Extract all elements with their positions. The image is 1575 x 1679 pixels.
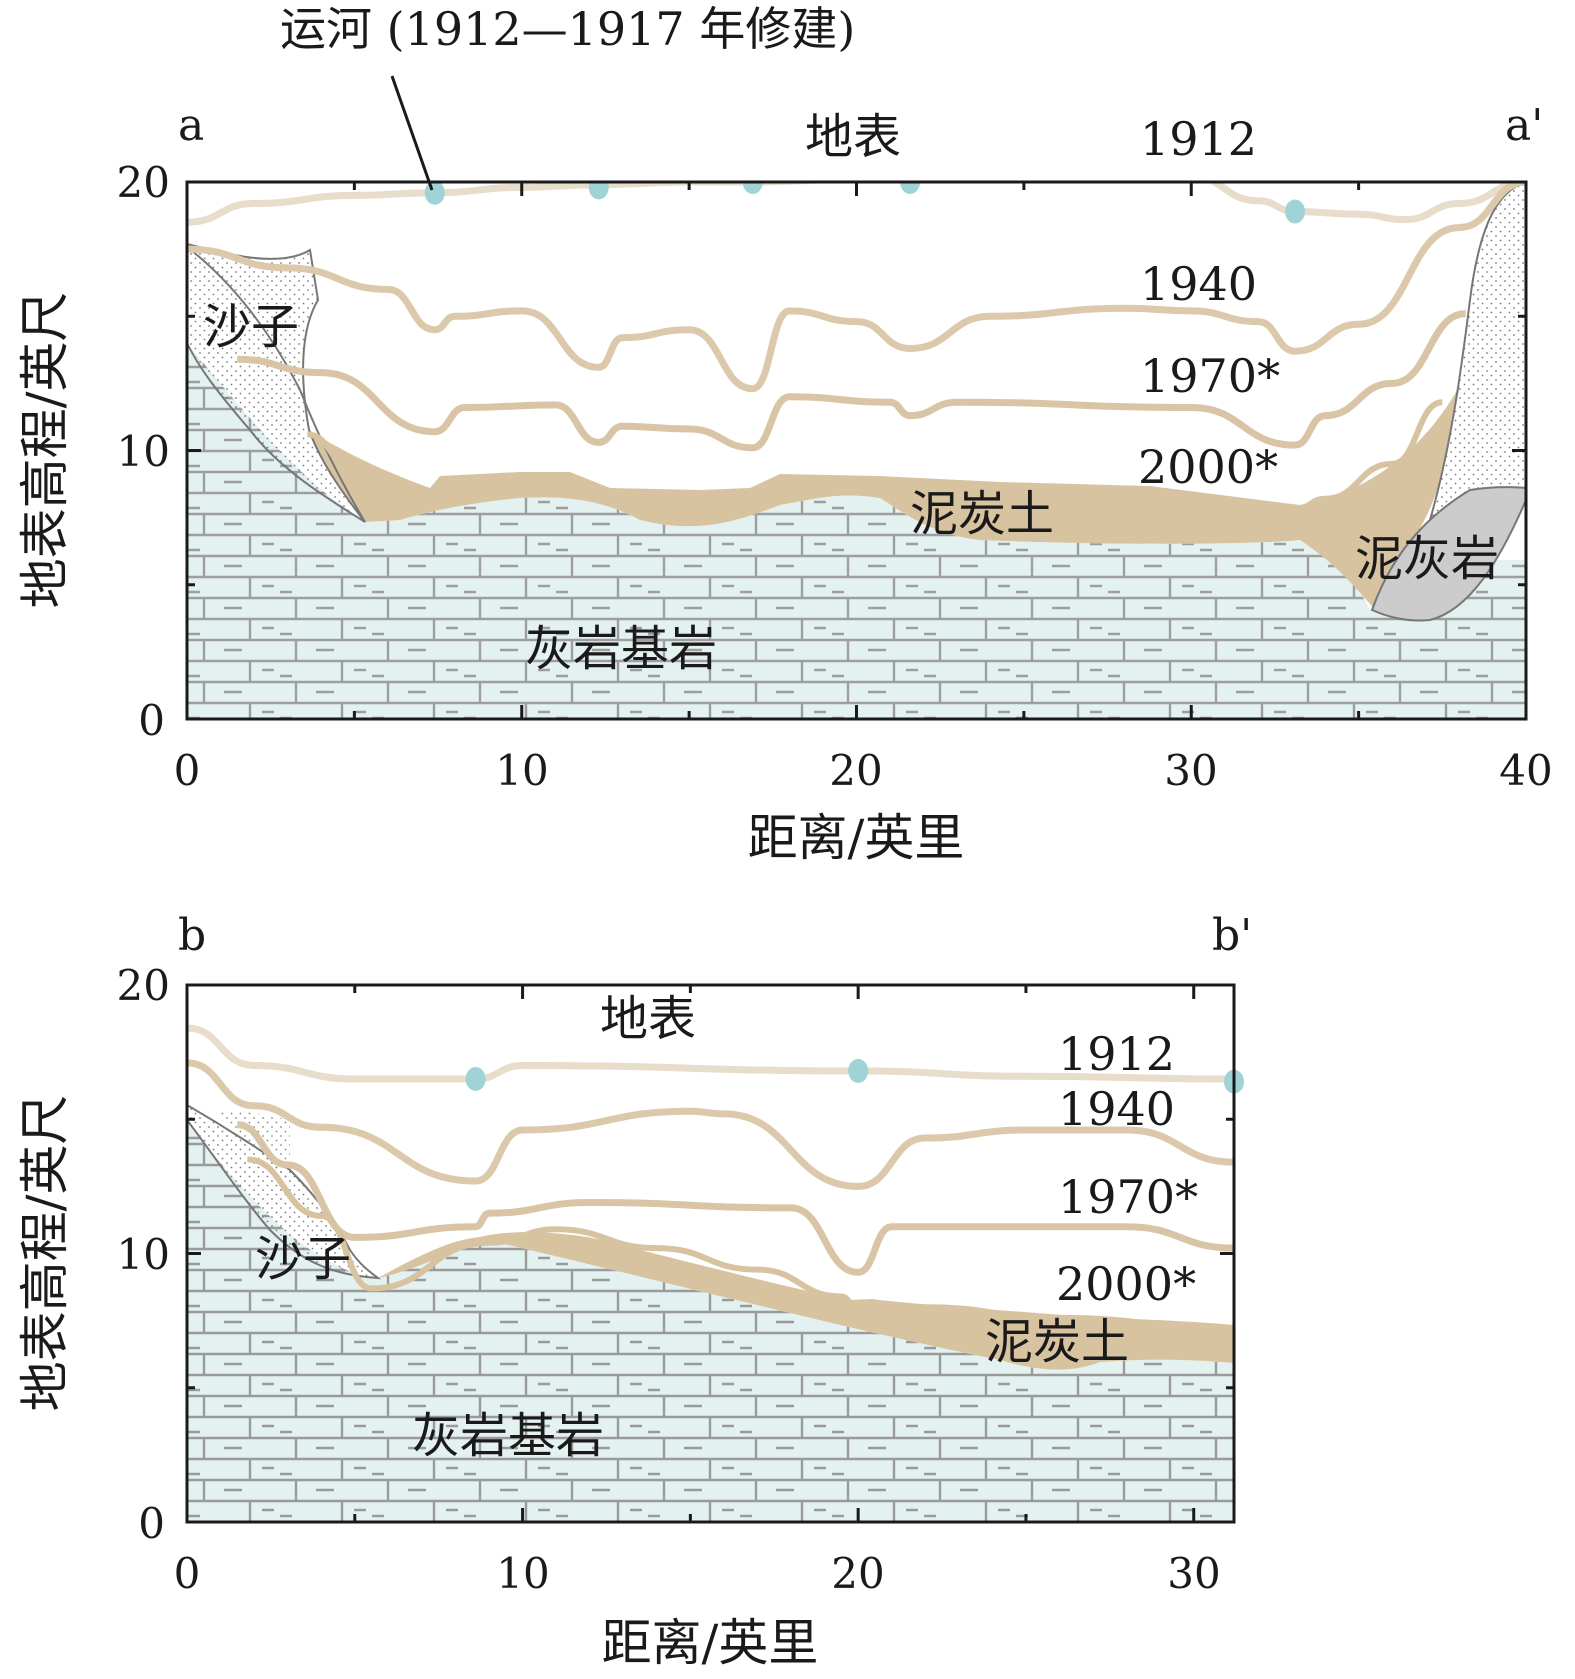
panel-a-peat xyxy=(309,385,1460,610)
panel-a-canal-dot xyxy=(742,182,763,194)
panel-a-ticks xyxy=(185,180,1528,721)
panel-b-x-tick-30: 30 xyxy=(1167,1549,1220,1598)
panel-a-year-1970: 1970* xyxy=(1140,349,1280,403)
panel-a-canal-dot xyxy=(588,182,609,200)
panel-a-surface-1970 xyxy=(237,310,1467,452)
panel-a-surface-2000 xyxy=(307,399,1443,513)
panel-b-sand-label: 沙子 xyxy=(255,1231,351,1287)
panel-a-x-tick-20: 20 xyxy=(829,746,882,795)
panel-b-surface-1970 xyxy=(236,1121,1234,1276)
panel-b-x-tick-10: 10 xyxy=(496,1549,549,1598)
panel-b-surface-1912 xyxy=(187,1024,1234,1083)
panel-a-surface-1940 xyxy=(187,182,1526,393)
panel-a-sand-boundary xyxy=(187,246,366,523)
panel-b-y-tick-20: 20 xyxy=(117,961,170,1010)
panel-a-bedrock-label: 灰岩基岩 xyxy=(525,621,717,677)
panel-a-surface-label: 地表 xyxy=(805,109,901,165)
panel-b-y-axis-title: 地表高程/英尺 xyxy=(16,1095,74,1412)
panel-b-x-tick-0: 0 xyxy=(174,1549,201,1598)
panel-b-y-tick-0: 0 xyxy=(138,1499,165,1548)
panel-a-surface-1912 xyxy=(187,182,1526,226)
panel-b-peat xyxy=(378,1232,1234,1370)
panel-a-x-tick-40: 40 xyxy=(1499,746,1552,795)
panel-b-bedrock-label: 灰岩基岩 xyxy=(412,1408,604,1464)
panel-a: 20 10 0 0 10 20 30 40 距离/英里 地表高程/英尺 a a'… xyxy=(16,2,1553,867)
canal-pointer xyxy=(390,75,434,191)
panel-a-y-tick-0: 0 xyxy=(138,696,165,745)
panel-b-sand-upper xyxy=(215,1110,290,1180)
panel-a-canals xyxy=(424,182,1306,224)
panel-a-marl-label: 泥灰岩 xyxy=(1355,531,1499,587)
panel-a-sand xyxy=(187,242,366,523)
panel-b-y-tick-10: 10 xyxy=(117,1230,170,1279)
panel-a-peat-label: 泥炭土 xyxy=(910,486,1054,542)
panel-b: 20 10 0 0 10 20 30 距离/英里 地表高程/英尺 b b' 地表… xyxy=(16,910,1252,1672)
panel-b-year-2000: 2000* xyxy=(1056,1257,1196,1311)
panel-a-y-axis-title: 地表高程/英尺 xyxy=(16,292,74,609)
panel-a-y-tick-20: 20 xyxy=(117,158,170,207)
panel-a-y-tick-10: 10 xyxy=(117,427,170,476)
panel-b-bedrock-bricks xyxy=(187,1120,1234,1522)
panel-b-canal-dot xyxy=(848,1058,869,1083)
panel-b-year-1912: 1912 xyxy=(1058,1027,1175,1081)
panel-a-geology xyxy=(187,182,1526,719)
panel-b-end-label: b' xyxy=(1212,910,1252,961)
panel-a-x-tick-0: 0 xyxy=(174,746,201,795)
panel-a-year-1912: 1912 xyxy=(1140,112,1257,166)
panel-a-marl xyxy=(1370,486,1526,622)
panel-b-year-1940: 1940 xyxy=(1058,1082,1175,1136)
panel-b-x-axis-title: 距离/英里 xyxy=(602,1614,819,1672)
canal-label: 运河 (1912—1917 年修建) xyxy=(280,2,855,56)
panel-b-surface-label: 地表 xyxy=(600,991,696,1047)
panel-b-geology xyxy=(187,1024,1234,1522)
panel-b-x-tick-20: 20 xyxy=(831,1549,884,1598)
panel-b-canal-dot xyxy=(465,1066,486,1091)
panel-a-x-tick-10: 10 xyxy=(495,746,548,795)
panel-b-peat-label: 泥炭土 xyxy=(985,1314,1129,1370)
panel-b-surface-1940 xyxy=(187,1059,1234,1190)
panel-a-x-axis-title: 距离/英里 xyxy=(748,809,965,867)
panel-b-surface-2000 xyxy=(247,1156,1234,1332)
panel-a-end-label: a' xyxy=(1505,100,1543,151)
panel-b-ticks xyxy=(185,983,1234,1524)
panel-a-year-1940: 1940 xyxy=(1140,257,1257,311)
panel-b-year-1970: 1970* xyxy=(1058,1170,1198,1224)
panel-a-year-2000: 2000* xyxy=(1138,440,1278,494)
panel-a-canal-dot xyxy=(1285,199,1306,224)
panel-a-canal-dot xyxy=(900,182,921,194)
panel-a-canal-dot xyxy=(424,182,445,205)
panel-a-x-tick-30: 30 xyxy=(1164,746,1217,795)
panel-b-start-label: b xyxy=(178,910,206,961)
panel-a-sand-label: 沙子 xyxy=(203,299,299,355)
panel-a-bedrock-bricks xyxy=(187,343,1526,719)
panel-a-start-label: a xyxy=(178,100,204,151)
